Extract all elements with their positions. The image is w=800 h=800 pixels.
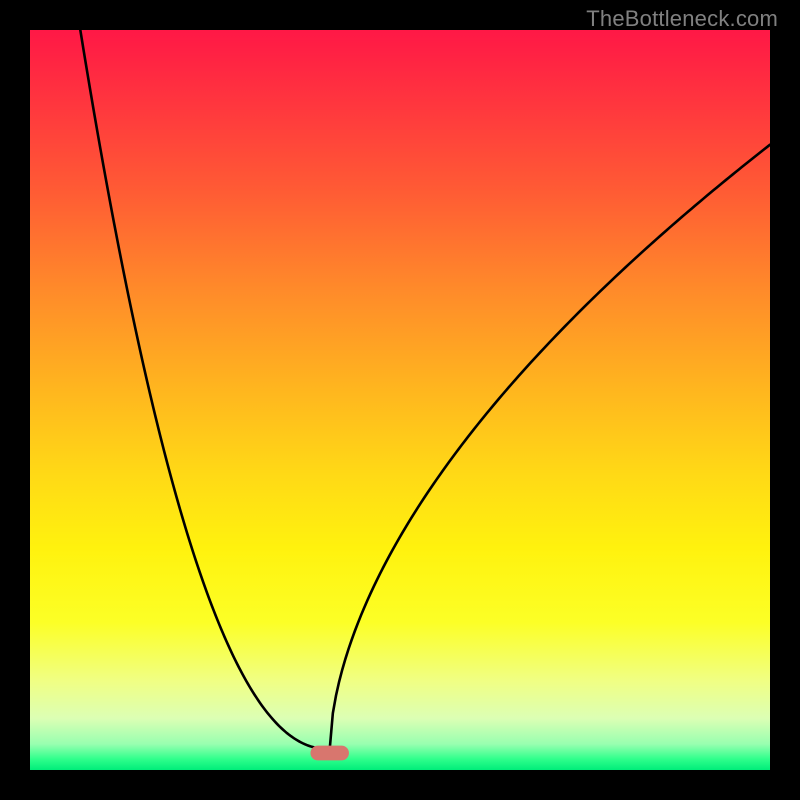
vertex-marker [310, 746, 348, 761]
plot-area [30, 30, 770, 770]
watermark-text: TheBottleneck.com [586, 6, 778, 32]
plot-svg [30, 30, 770, 770]
gradient-background [30, 30, 770, 770]
